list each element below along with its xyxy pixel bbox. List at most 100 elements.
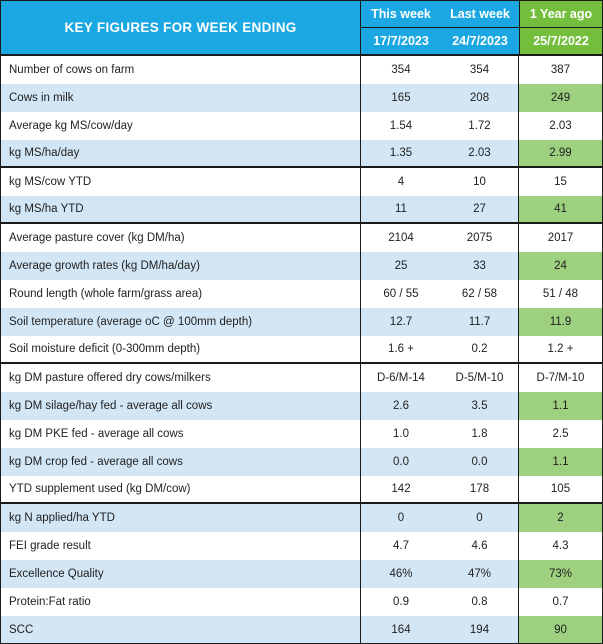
- last-week-value: 2.03: [441, 140, 519, 166]
- row-label: kg N applied/ha YTD: [1, 504, 361, 532]
- table-row: Average pasture cover (kg DM/ha) 2104 20…: [1, 224, 602, 252]
- this-week-value: 0.9: [393, 596, 409, 608]
- col-header-this-week: This week: [361, 1, 441, 27]
- last-week-value: 11.7: [441, 308, 519, 336]
- this-week-value: 165: [391, 92, 411, 104]
- row-label: kg DM pasture offered dry cows/milkers: [1, 364, 361, 392]
- this-week-value: 4: [397, 176, 405, 188]
- row-label: FEI grade result: [1, 532, 361, 560]
- table-row: Cows in milk 165 208 249: [1, 84, 602, 112]
- table-row: kg N applied/ha YTD 0 0 2: [1, 504, 602, 532]
- last-week-value: 1.72: [441, 112, 519, 140]
- row-label: kg MS/ha YTD: [1, 196, 361, 222]
- col-date-this-week: 17/7/2023: [361, 28, 441, 54]
- table-body: Number of cows on farm 354 354 387 Cows …: [1, 56, 602, 643]
- col-header-year-ago: 1 Year ago: [519, 1, 602, 27]
- year-ago-value: 387: [550, 64, 571, 76]
- this-week-value: 60 / 55: [383, 288, 419, 300]
- year-ago-value: 4.3: [552, 540, 569, 552]
- this-week-value: 142: [391, 483, 411, 495]
- col-header-last-week: Last week: [441, 1, 519, 27]
- last-week-value: 0.2: [441, 336, 519, 362]
- table-row: SCC 164 194 90: [1, 616, 602, 643]
- row-label: Cows in milk: [1, 84, 361, 112]
- last-week-value: 354: [441, 56, 519, 84]
- col-date-year-ago: 25/7/2022: [519, 28, 602, 54]
- last-week-value: 194: [441, 616, 519, 643]
- col-date-last-week: 24/7/2023: [441, 28, 519, 54]
- table-row: Round length (whole farm/grass area) 60 …: [1, 280, 602, 308]
- last-week-value: 62 / 58: [441, 280, 519, 308]
- this-week-value: D-6/M-14: [377, 372, 425, 384]
- this-week-value: 46%: [389, 568, 413, 580]
- year-ago-value: 1.1: [519, 392, 602, 420]
- row-label: kg MS/ha/day: [1, 140, 361, 166]
- table-row: kg DM crop fed - average all cows 0.0 0.…: [1, 448, 602, 476]
- row-label: Average pasture cover (kg DM/ha): [1, 224, 361, 252]
- column-headers: This week Last week 1 Year ago 17/7/2023…: [361, 1, 602, 54]
- this-week-value: 2104: [388, 232, 414, 244]
- year-ago-value: 105: [550, 483, 571, 495]
- table-row: kg DM PKE fed - average all cows 1.0 1.8…: [1, 420, 602, 448]
- year-ago-value: 73%: [519, 560, 602, 588]
- table-row: kg MS/ha/day 1.35 2.03 2.99: [1, 140, 602, 168]
- this-week-value: 164: [391, 624, 411, 636]
- last-week-value: 47%: [441, 560, 519, 588]
- row-label: Excellence Quality: [1, 560, 361, 588]
- year-ago-value: 1.2 +: [547, 343, 574, 355]
- row-label: SCC: [1, 616, 361, 643]
- row-label: Soil temperature (average oC @ 100mm dep…: [1, 308, 361, 336]
- table-row: YTD supplement used (kg DM/cow) 142 178 …: [1, 476, 602, 504]
- year-ago-value: 2: [519, 504, 602, 532]
- this-week-value: 12.7: [389, 316, 413, 328]
- last-week-value: 10: [441, 168, 519, 196]
- last-week-value: 33: [441, 252, 519, 280]
- last-week-value: 27: [441, 196, 519, 222]
- table-row: kg DM silage/hay fed - average all cows …: [1, 392, 602, 420]
- year-ago-value: 2.5: [552, 428, 569, 440]
- table-row: FEI grade result 4.7 4.6 4.3: [1, 532, 602, 560]
- this-week-value: 0: [397, 512, 405, 524]
- last-week-value: 4.6: [441, 532, 519, 560]
- this-week-value: 1.0: [393, 428, 409, 440]
- row-label: Soil moisture deficit (0-300mm depth): [1, 336, 361, 362]
- year-ago-value: 2017: [547, 232, 574, 244]
- year-ago-value: 249: [519, 84, 602, 112]
- this-week-value: 11: [395, 203, 407, 215]
- table-row: kg MS/cow YTD 4 10 15: [1, 168, 602, 196]
- year-ago-value: 11.9: [519, 308, 602, 336]
- this-week-value: 0.0: [393, 456, 409, 468]
- row-label: YTD supplement used (kg DM/cow): [1, 476, 361, 502]
- this-week-value: 4.7: [393, 540, 409, 552]
- row-label: Number of cows on farm: [1, 56, 361, 84]
- row-label: Round length (whole farm/grass area): [1, 280, 361, 308]
- year-ago-value: 41: [519, 196, 602, 222]
- table-row: Soil temperature (average oC @ 100mm dep…: [1, 308, 602, 336]
- table-row: Protein:Fat ratio 0.9 0.8 0.7: [1, 588, 602, 616]
- last-week-value: 0.8: [441, 588, 519, 616]
- column-date-row: 17/7/2023 24/7/2023 25/7/2022: [361, 28, 602, 54]
- row-label: kg DM silage/hay fed - average all cows: [1, 392, 361, 420]
- row-label: Average growth rates (kg DM/ha/day): [1, 252, 361, 280]
- table-row: Average kg MS/cow/day 1.54 1.72 2.03: [1, 112, 602, 140]
- table-row: Soil moisture deficit (0-300mm depth) 1.…: [1, 336, 602, 364]
- year-ago-value: 90: [519, 616, 602, 643]
- this-week-value: 2.6: [393, 400, 409, 412]
- table-row: Excellence Quality 46% 47% 73%: [1, 560, 602, 588]
- this-week-value: 1.54: [389, 120, 413, 132]
- last-week-value: 2075: [441, 224, 519, 252]
- row-label: kg DM crop fed - average all cows: [1, 448, 361, 476]
- row-label: Protein:Fat ratio: [1, 588, 361, 616]
- row-label: kg DM PKE fed - average all cows: [1, 420, 361, 448]
- year-ago-value: 15: [554, 176, 567, 188]
- year-ago-value: D-7/M-10: [536, 372, 585, 384]
- this-week-value: 354: [391, 64, 411, 76]
- column-label-row: This week Last week 1 Year ago: [361, 1, 602, 28]
- this-week-value: 25: [394, 260, 408, 272]
- last-week-value: 208: [441, 84, 519, 112]
- last-week-value: D-5/M-10: [441, 364, 519, 392]
- last-week-value: 3.5: [441, 392, 519, 420]
- year-ago-value: 0.7: [552, 596, 569, 608]
- table-row: kg DM pasture offered dry cows/milkers D…: [1, 364, 602, 392]
